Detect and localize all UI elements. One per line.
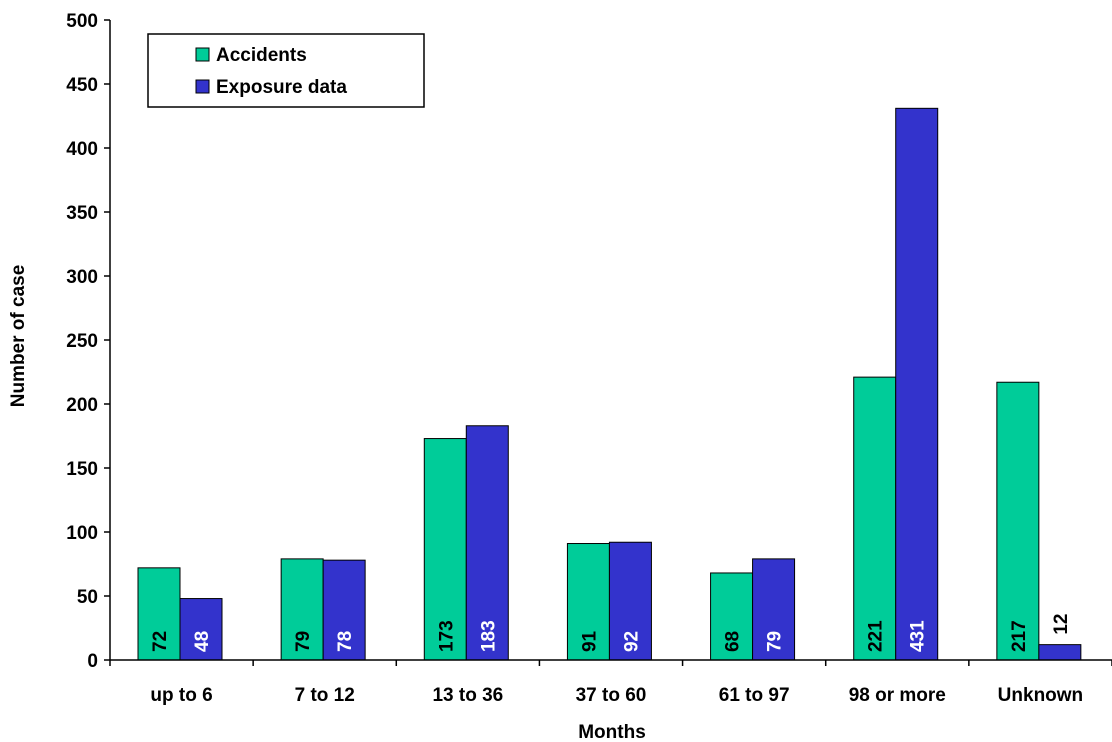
bars-group: 72 48 79 78 173 183 91 92 68 79 221 431 217 12 — [137, 107, 1082, 661]
bar-exposure-data — [895, 107, 939, 661]
bar-exposure-data — [179, 598, 223, 661]
y-tick-label: 0 — [87, 651, 98, 672]
bar-accidents — [853, 376, 897, 661]
y-tick-label: 50 — [77, 587, 98, 608]
bar-exposure-data — [465, 425, 509, 661]
axes — [109, 20, 1112, 661]
bar-exposure-data — [752, 558, 796, 661]
legend-label: Accidents — [216, 45, 307, 66]
bar-accidents — [566, 543, 610, 661]
bar-exposure-data — [608, 541, 652, 661]
x-tick-label: up to 6 — [150, 685, 212, 706]
y-tick-label: 500 — [66, 11, 98, 32]
y-tick-label: 100 — [66, 523, 98, 544]
y-tick-label: 200 — [66, 395, 98, 416]
bar-value-label: 91 — [579, 630, 600, 652]
legend-label: Exposure data — [216, 77, 347, 98]
x-tick-label: 98 or more — [849, 685, 946, 706]
bar-accidents — [137, 567, 181, 661]
bar-value-label: 217 — [1009, 620, 1030, 652]
legend-box — [147, 33, 425, 108]
bar-value-label: 183 — [478, 620, 499, 652]
bar-value-label: 48 — [192, 631, 213, 652]
y-tick-label: 250 — [66, 331, 98, 352]
bar-value-label: 173 — [436, 620, 457, 652]
bar-value-label: 12 — [1051, 613, 1072, 634]
x-tick-label: 7 to 12 — [295, 685, 355, 706]
x-axis-title: Months — [578, 722, 646, 742]
y-tick-label: 400 — [66, 139, 98, 160]
bar-value-label: 79 — [765, 631, 786, 652]
bar-value-label: 78 — [335, 631, 356, 652]
legend-swatch — [195, 47, 210, 62]
x-tick-label: Unknown — [998, 685, 1084, 706]
bar-accidents — [710, 572, 754, 661]
bar-accidents — [423, 438, 467, 661]
bar-exposure-data — [322, 559, 366, 661]
y-tick-label: 150 — [66, 459, 98, 480]
bar-value-label: 79 — [293, 631, 314, 652]
bar-accidents — [996, 381, 1040, 661]
x-axis-ticks: up to 6 7 to 12 13 to 36 37 to 60 61 to 97 98… — [109, 660, 1112, 706]
bar-exposure-data — [1038, 644, 1082, 661]
y-axis-title: Number of case — [8, 265, 29, 408]
bar-value-label: 221 — [866, 620, 887, 652]
legend-swatch — [195, 79, 210, 94]
y-axis-ticks: 0 50 100 150 200 250 300 350 400 450 500 — [66, 11, 110, 672]
y-tick-label: 450 — [66, 75, 98, 96]
bar-value-label: 431 — [908, 620, 929, 652]
y-tick-label: 300 — [66, 267, 98, 288]
bar-value-label: 92 — [621, 631, 642, 652]
y-tick-label: 350 — [66, 203, 98, 224]
x-tick-label: 13 to 36 — [432, 685, 503, 706]
x-tick-label: 61 to 97 — [719, 685, 790, 706]
legend: Accidents Exposure data — [147, 33, 425, 108]
x-tick-label: 37 to 60 — [576, 685, 647, 706]
bar-value-label: 68 — [723, 631, 744, 652]
bar-value-label: 72 — [150, 631, 171, 652]
